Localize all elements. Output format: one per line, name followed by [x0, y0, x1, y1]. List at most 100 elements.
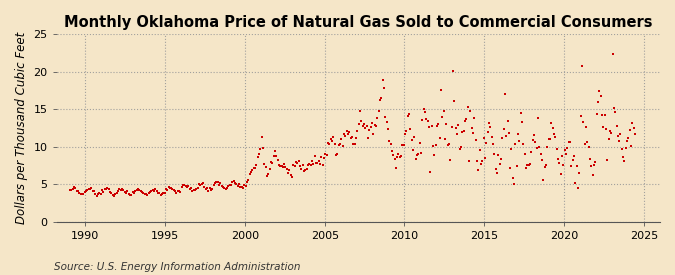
Point — [614, 139, 624, 143]
Point — [344, 130, 354, 134]
Point — [277, 165, 288, 169]
Point — [192, 186, 203, 190]
Point — [433, 121, 443, 126]
Point — [195, 183, 206, 187]
Point — [213, 183, 224, 187]
Point — [571, 163, 582, 168]
Point — [446, 125, 457, 130]
Point — [239, 183, 250, 188]
Point — [345, 136, 356, 140]
Point — [105, 189, 115, 194]
Point — [256, 135, 267, 140]
Point — [418, 107, 429, 112]
Point — [615, 131, 626, 136]
Point — [437, 114, 448, 119]
Point — [624, 128, 635, 132]
Point — [570, 181, 580, 185]
Point — [473, 168, 484, 173]
Point — [401, 128, 412, 133]
Point — [538, 178, 549, 183]
Point — [121, 191, 132, 196]
Point — [486, 135, 497, 139]
Point — [531, 145, 542, 150]
Point — [136, 189, 147, 194]
Point — [159, 191, 170, 195]
Point — [132, 186, 143, 191]
Point — [482, 130, 493, 134]
Point — [74, 191, 85, 195]
Point — [217, 185, 228, 189]
Point — [219, 185, 230, 190]
Point — [380, 115, 391, 119]
Point — [372, 116, 383, 121]
Point — [523, 163, 534, 167]
Point — [563, 140, 574, 144]
Point — [308, 162, 319, 166]
Point — [184, 187, 195, 191]
Point — [234, 182, 244, 186]
Point — [475, 162, 486, 166]
Point — [186, 186, 196, 191]
Point — [354, 109, 365, 113]
Point — [84, 186, 95, 191]
Point — [300, 168, 310, 172]
Point — [346, 135, 357, 139]
Point — [505, 166, 516, 170]
Point — [273, 163, 284, 167]
Point — [406, 138, 417, 142]
Point — [558, 163, 569, 167]
Text: Source: U.S. Energy Information Administration: Source: U.S. Energy Information Administ… — [54, 262, 300, 272]
Point — [561, 152, 572, 157]
Point — [513, 132, 524, 136]
Point — [294, 159, 304, 163]
Point — [439, 137, 450, 142]
Point — [400, 132, 410, 136]
Point — [207, 187, 218, 191]
Point — [526, 150, 537, 155]
Point — [376, 96, 387, 101]
Point — [213, 180, 223, 185]
Point — [356, 119, 367, 123]
Point — [312, 161, 323, 165]
Point — [542, 145, 553, 149]
Point — [306, 158, 317, 163]
Point — [362, 136, 373, 141]
Point — [310, 161, 321, 166]
Point — [361, 123, 372, 128]
Point — [348, 142, 358, 146]
Point — [485, 125, 495, 129]
Point — [130, 188, 140, 193]
Point — [394, 155, 405, 160]
Point — [530, 140, 541, 144]
Point — [566, 164, 576, 169]
Point — [82, 188, 93, 192]
Point — [251, 163, 262, 167]
Point — [172, 189, 183, 194]
Point — [534, 145, 545, 149]
Point — [385, 142, 396, 147]
Title: Monthly Oklahoma Price of Natural Gas Sold to Commercial Consumers: Monthly Oklahoma Price of Natural Gas So… — [64, 15, 653, 30]
Point — [248, 166, 259, 170]
Point — [568, 153, 579, 158]
Point — [131, 188, 142, 192]
Point — [235, 185, 246, 189]
Point — [198, 181, 209, 185]
Point — [516, 111, 526, 115]
Point — [502, 119, 513, 123]
Point — [139, 192, 150, 196]
Point — [601, 127, 612, 132]
Point — [257, 146, 268, 150]
Point — [441, 122, 452, 126]
Point — [194, 182, 205, 186]
Point — [329, 142, 340, 146]
Point — [154, 190, 165, 195]
Point — [517, 119, 528, 124]
Point — [188, 188, 199, 192]
Point — [564, 140, 575, 145]
Point — [537, 158, 547, 162]
Point — [443, 141, 454, 146]
Point — [572, 186, 583, 190]
Point — [390, 166, 401, 170]
Point — [605, 131, 616, 135]
Point — [357, 124, 368, 128]
